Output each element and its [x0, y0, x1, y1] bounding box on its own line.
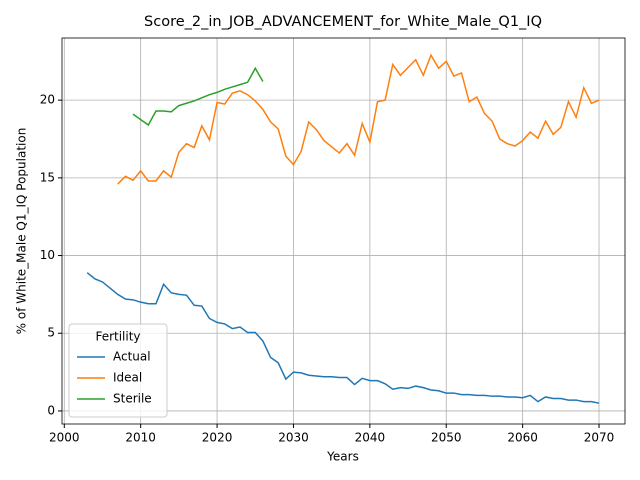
x-tick-label: 2030: [278, 431, 309, 445]
x-tick-label: 2010: [125, 431, 156, 445]
x-tick-label: 2020: [202, 431, 233, 445]
y-tick-label: 5: [47, 326, 55, 340]
x-tick-label: 2070: [584, 431, 615, 445]
x-axis-label: Years: [326, 450, 359, 464]
x-tick-label: 2040: [355, 431, 386, 445]
plot-frame: [61, 37, 626, 425]
y-tick-label: 15: [40, 170, 55, 184]
chart-title: Score_2_in_JOB_ADVANCEMENT_for_White_Mal…: [144, 14, 542, 30]
y-tick-label: 0: [47, 403, 55, 417]
y-tick-label: 20: [40, 93, 55, 107]
x-tick-label: 2060: [507, 431, 538, 445]
legend-label: Actual: [113, 350, 151, 364]
series-line: [117, 53, 600, 185]
x-tick-label: 2050: [431, 431, 462, 445]
y-tick-label: 10: [40, 248, 55, 262]
legend-title: Fertility: [95, 330, 140, 344]
x-tick-label: 2000: [49, 431, 80, 445]
series-line: [86, 272, 600, 404]
y-axis-label: % of White_Male Q1_IQ Population: [15, 128, 29, 335]
legend: Fertility Actual Ideal Sterile: [68, 323, 168, 418]
legend-label: Sterile: [113, 392, 152, 406]
legend-box: [68, 323, 168, 418]
series-line: [132, 66, 264, 127]
legend-label: Ideal: [113, 371, 142, 385]
